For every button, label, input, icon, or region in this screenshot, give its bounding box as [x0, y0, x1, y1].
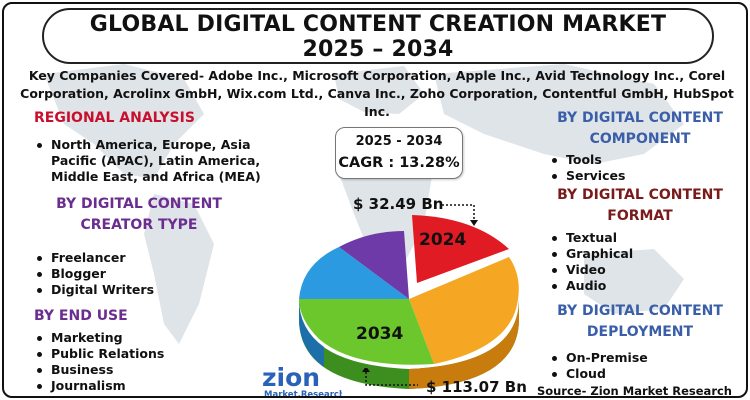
pie-slice-blue — [299, 247, 409, 299]
list-item: Journalism — [34, 378, 164, 394]
pie-slice-orange — [409, 257, 519, 364]
pie-slice-purple — [339, 231, 409, 299]
format-list: Textual Graphical Video Audio — [549, 230, 633, 294]
list-item: Audio — [549, 278, 633, 294]
list-item: North America, Europe, Asia Pacific (APAC… — [34, 137, 294, 185]
source-note: Source- Zion Market Research — [536, 384, 732, 398]
list-item: Business — [34, 362, 164, 378]
pie-depth — [299, 299, 519, 389]
list-item: Video — [549, 262, 633, 278]
start-value-connector — [442, 204, 478, 226]
list-item: Freelancer — [34, 250, 154, 266]
cagr-period: 2025 - 2034 — [355, 134, 443, 149]
list-item: Blogger — [34, 266, 154, 282]
list-item: Tools — [549, 152, 625, 168]
list-item: Graphical — [549, 246, 633, 262]
end-value-label: $ 113.07 Bn — [426, 378, 527, 396]
title-line-1: GLOBAL DIGITAL CONTENT CREATION MARKET — [89, 12, 667, 37]
list-item: Marketing — [34, 330, 164, 346]
deployment-list: On-Premise Cloud — [549, 350, 648, 382]
component-heading: BY DIGITAL CONTENT COMPONENT — [557, 110, 723, 147]
pie-slice-red — [412, 215, 509, 283]
list-item: Services — [549, 168, 625, 184]
zion-logo: zion Market.Research — [262, 363, 342, 398]
format-heading: BY DIGITAL CONTENT FORMAT — [557, 187, 723, 224]
end-use-heading: BY END USE — [34, 308, 128, 324]
pie-slice-green — [299, 299, 434, 365]
start-value-label: $ 32.49 Bn — [353, 195, 444, 213]
creator-type-heading: BY DIGITAL CONTENT CREATOR TYPE — [56, 196, 222, 233]
regional-list: North America, Europe, Asia Pacific (APAC… — [34, 137, 294, 185]
key-companies-line-1: Key Companies Covered- Adobe Inc., Micro… — [28, 68, 726, 83]
list-item: Public Relations — [34, 346, 164, 362]
component-list: Tools Services — [549, 152, 625, 184]
logo-sub: Market.Research — [264, 390, 342, 398]
pie-label-2034: 2034 — [356, 324, 403, 344]
list-item: Cloud — [549, 366, 648, 382]
deployment-heading: BY DIGITAL CONTENT DEPLOYMENT — [557, 303, 723, 340]
list-item: On-Premise — [549, 350, 648, 366]
cagr-box: 2025 - 2034 CAGR : 13.28% — [335, 127, 463, 179]
logo-name: zion — [262, 363, 320, 392]
pie-label-2024: 2024 — [419, 230, 466, 250]
end-use-list: Marketing Public Relations Business Jour… — [34, 330, 164, 394]
list-item: Digital Writers — [34, 282, 154, 298]
end-value-connector — [362, 368, 418, 386]
key-companies: Key Companies Covered- Adobe Inc., Micro… — [12, 67, 742, 121]
title-banner: GLOBAL DIGITAL CONTENT CREATION MARKET 2… — [42, 8, 714, 64]
cagr-value: CAGR : 13.28% — [338, 155, 460, 171]
key-companies-line-2: Corporation, Acrolinx GmbH, Wix.com Ltd.… — [20, 86, 734, 119]
title-line-2: 2025 – 2034 — [302, 37, 454, 62]
list-item: Textual — [549, 230, 633, 246]
pie-chart: 2024 2034 — [299, 215, 519, 389]
regional-analysis-heading: REGIONAL ANALYSIS — [34, 110, 195, 126]
creator-type-list: Freelancer Blogger Digital Writers — [34, 250, 154, 298]
